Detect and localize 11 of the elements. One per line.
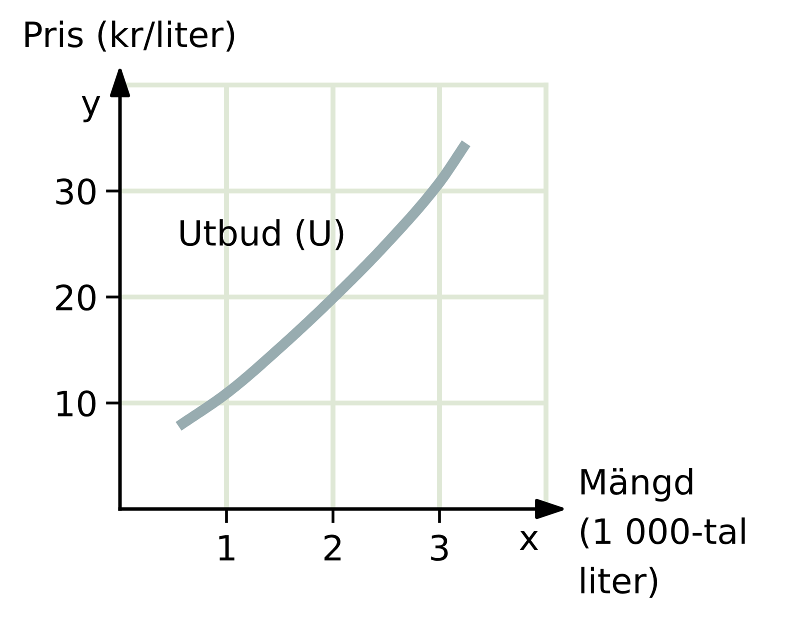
- y-tick-label: 20: [56, 284, 96, 311]
- y-tick-label: 10: [57, 390, 96, 417]
- x-tick-label: 3: [431, 534, 448, 561]
- text: y: [82, 96, 100, 122]
- x-tick-label: 1: [219, 535, 234, 560]
- y-axis-title: Pris (kr/liter): [25, 20, 234, 52]
- x-tick-label: 2: [324, 534, 341, 560]
- text: x: [520, 531, 538, 550]
- x-axis-title: Mängd (1 000-tal liter): [580, 468, 745, 598]
- series-label: Utbud (U): [180, 219, 344, 250]
- y-tick-label: 30: [56, 178, 96, 205]
